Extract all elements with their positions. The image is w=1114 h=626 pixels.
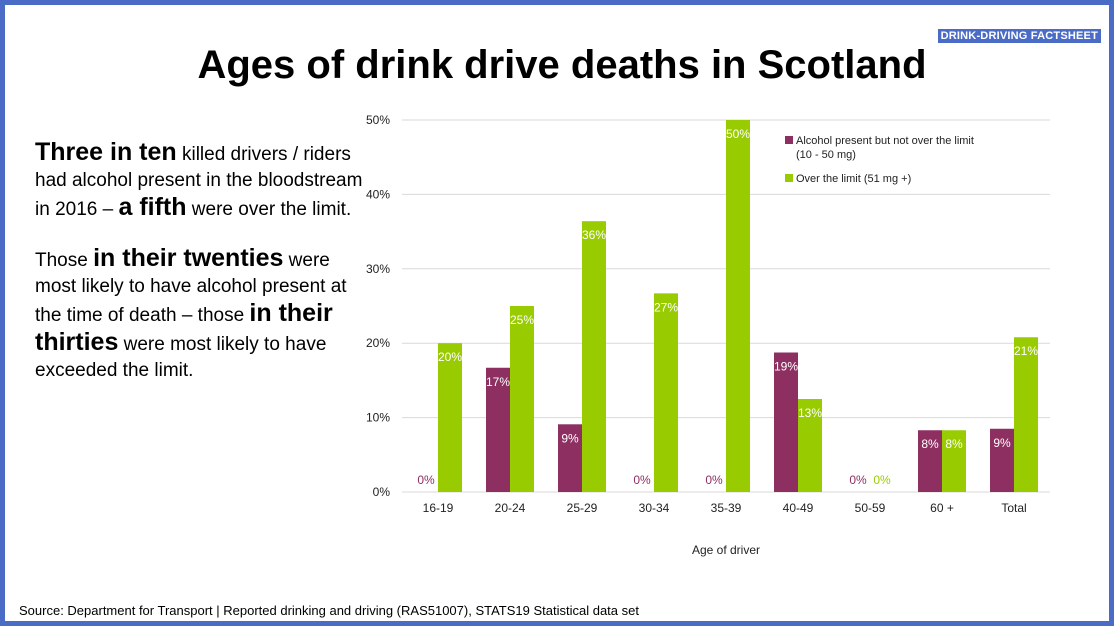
- summary-text: Three in ten killed drivers / riders had…: [35, 139, 365, 406]
- bar-over-limit: [510, 306, 534, 492]
- bar-over-limit: [654, 293, 678, 492]
- bar-over-limit: [1014, 337, 1038, 492]
- summary-text-2b: were most likely to have alcohol present…: [35, 250, 347, 326]
- y-tick-label: 50%: [366, 113, 390, 127]
- source-note: Source: Department for Transport | Repor…: [19, 603, 639, 618]
- data-label-alcohol-present: 0%: [705, 473, 723, 487]
- summary-text-1a: killed drivers / riders had alcohol pres…: [35, 144, 363, 220]
- data-label-alcohol-present: 0%: [633, 473, 651, 487]
- bar-over-limit: [582, 221, 606, 492]
- y-tick-label: 40%: [366, 187, 390, 201]
- summary-text-1b: were over the limit.: [186, 199, 352, 220]
- x-tick-label: 60 +: [930, 501, 954, 515]
- data-label-over-limit: 50%: [726, 127, 750, 141]
- data-label-alcohol-present: 19%: [774, 360, 798, 374]
- data-label-alcohol-present: 17%: [486, 375, 510, 389]
- data-label-over-limit: 13%: [798, 406, 822, 420]
- legend-swatch-alcohol-present: [785, 136, 793, 144]
- x-tick-label: Total: [1001, 501, 1026, 515]
- legend-label-over-limit: Over the limit (51 mg +): [796, 173, 911, 185]
- data-label-over-limit: 0%: [873, 473, 891, 487]
- factsheet-badge: DRINK-DRIVING FACTSHEET: [937, 29, 1101, 43]
- data-label-alcohol-present: 9%: [993, 436, 1011, 450]
- x-tick-label: 16-19: [423, 501, 454, 515]
- x-axis-title: Age of driver: [692, 543, 760, 557]
- highlight-a-fifth: a fifth: [118, 193, 187, 221]
- x-tick-label: 25-29: [567, 501, 598, 515]
- y-tick-label: 0%: [373, 485, 391, 499]
- bar-chart: 0% 10% 20% 30% 40% 50% 0% 20% 16-19 17% 25% 20-24 9%…: [366, 113, 1050, 557]
- x-tick-label: 30-34: [639, 501, 670, 515]
- legend-label-alcohol-present-range: (10 - 50 mg): [796, 149, 856, 161]
- bar-alcohol-present: [558, 424, 582, 492]
- summary-paragraph-1: Three in ten killed drivers / riders had…: [35, 139, 365, 223]
- y-tick-label: 30%: [366, 262, 390, 276]
- bar-over-limit: [726, 120, 750, 492]
- highlight-thirties: in their thirties: [35, 299, 333, 356]
- bar-alcohol-present: [990, 428, 1014, 492]
- summary-paragraph-2: Those in their twenties were most likely…: [35, 245, 365, 384]
- legend-swatch-over-limit: [785, 174, 793, 182]
- x-tick-label: 40-49: [783, 501, 814, 515]
- summary-text-2a: Those: [35, 250, 94, 271]
- data-label-over-limit: 8%: [945, 437, 963, 451]
- data-label-over-limit: 25%: [510, 313, 534, 327]
- bar-over-limit: [798, 399, 822, 492]
- y-tick-label: 10%: [366, 411, 390, 425]
- data-label-alcohol-present: 0%: [417, 473, 435, 487]
- page-title: Ages of drink drive deaths in Scotland: [197, 43, 927, 87]
- summary-text-2c: were most likely to have exceeded the li…: [35, 334, 327, 381]
- data-label-alcohol-present: 9%: [561, 431, 579, 445]
- data-label-alcohol-present: 0%: [849, 473, 867, 487]
- bar-alcohol-present: [774, 352, 798, 492]
- x-tick-label: 35-39: [711, 501, 742, 515]
- x-tick-label: 20-24: [495, 501, 526, 515]
- legend-label-alcohol-present: Alcohol present but not over the limit: [796, 135, 974, 147]
- highlight-twenties: in their twenties: [93, 244, 284, 272]
- data-label-over-limit: 36%: [582, 228, 606, 242]
- y-tick-label: 20%: [366, 336, 390, 350]
- bar-alcohol-present: [486, 367, 510, 492]
- data-label-alcohol-present: 8%: [921, 437, 939, 451]
- data-label-over-limit: 27%: [654, 300, 678, 314]
- bar-over-limit: [438, 343, 462, 492]
- x-tick-label: 50-59: [855, 501, 886, 515]
- bar-over-limit: [942, 430, 966, 492]
- highlight-three-in-ten: Three in ten: [35, 138, 177, 166]
- data-label-over-limit: 20%: [438, 350, 462, 364]
- data-label-over-limit: 21%: [1014, 344, 1038, 358]
- bar-alcohol-present: [918, 430, 942, 492]
